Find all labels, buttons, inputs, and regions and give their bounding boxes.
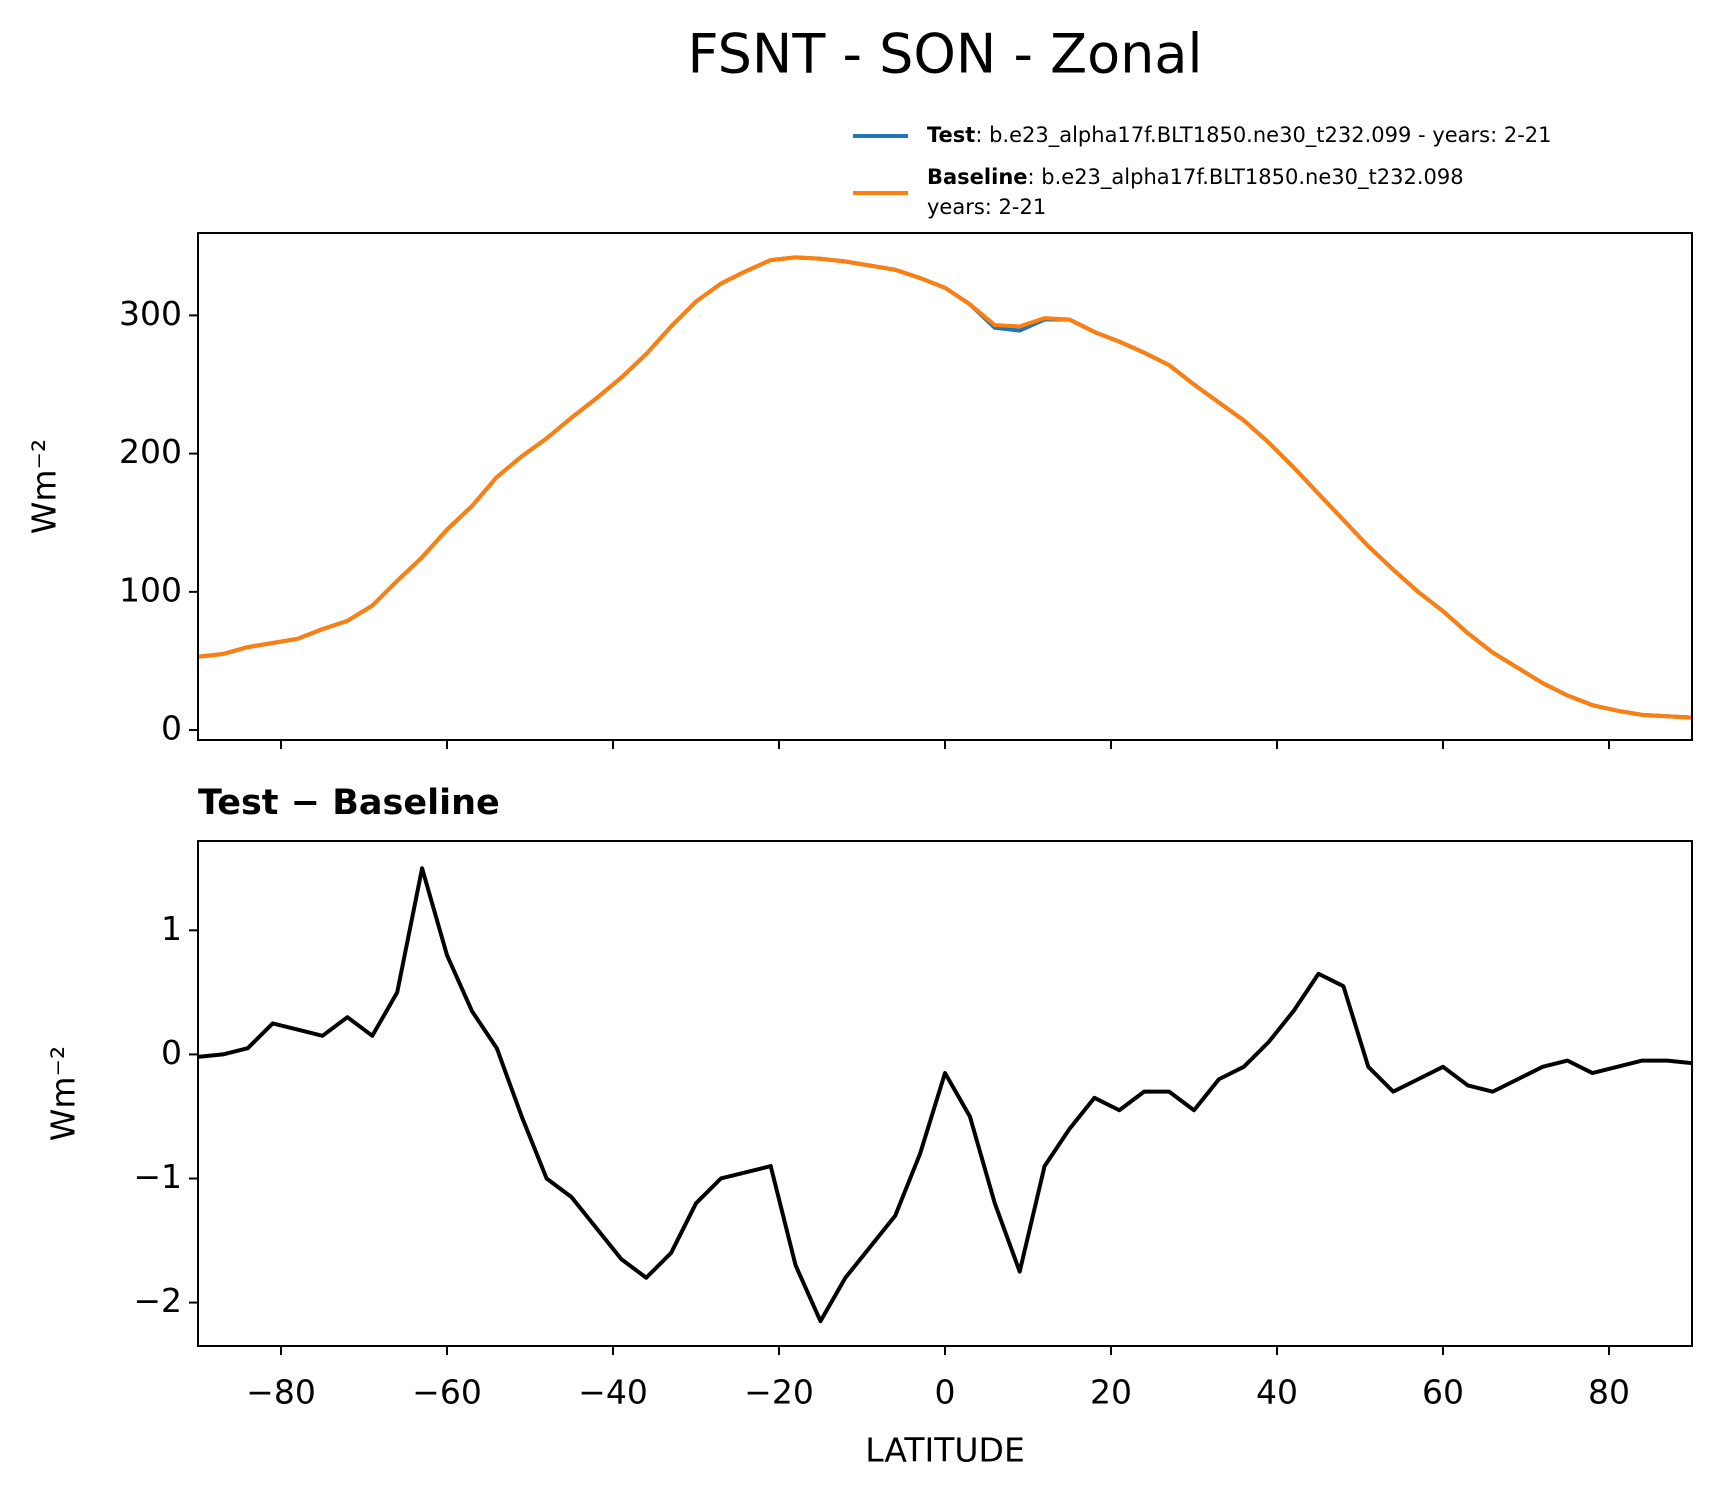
legend-label: Test: b.e23_alpha17f.BLT1850.ne30_t232.0… xyxy=(927,123,1552,148)
legend-text: years: 2-21 xyxy=(927,195,1046,219)
y-tick-label: 200 xyxy=(119,432,182,471)
x-tick-label: 80 xyxy=(1588,1373,1630,1412)
y-tick-label: −1 xyxy=(133,1157,182,1196)
legend-label: Baseline: b.e23_alpha17f.BLT1850.ne30_t2… xyxy=(927,165,1464,190)
axes-frame xyxy=(197,232,1693,741)
y-tick-label: 100 xyxy=(119,570,182,609)
x-axis-label: LATITUDE xyxy=(865,1431,1025,1470)
figure-title: FSNT - SON - Zonal xyxy=(688,23,1203,86)
x-tick-label: 0 xyxy=(935,1373,956,1412)
legend-name: Baseline xyxy=(927,165,1028,189)
x-tick-label: −20 xyxy=(744,1373,814,1412)
y-tick-label: 300 xyxy=(119,294,182,333)
legend-text: : b.e23_alpha17f.BLT1850.ne30_t232.099 -… xyxy=(975,123,1551,148)
y-axis-label: Wm⁻² xyxy=(25,439,64,534)
axes-title: Test − Baseline xyxy=(198,783,500,823)
x-tick-label: −40 xyxy=(578,1373,648,1412)
data-line xyxy=(197,866,1693,1324)
y-tick-label: 0 xyxy=(161,1033,182,1072)
y-tick-label: −2 xyxy=(133,1281,182,1320)
data-line xyxy=(197,255,1693,720)
legend-text: : b.e23_alpha17f.BLT1850.ne30_t232.098 xyxy=(1028,165,1464,190)
y-tick-label: 1 xyxy=(161,909,182,948)
x-tick-label: −60 xyxy=(412,1373,482,1412)
x-tick-label: 20 xyxy=(1090,1373,1132,1412)
axes-frame xyxy=(197,840,1693,1347)
x-tick-label: 40 xyxy=(1256,1373,1298,1412)
legend-name: Test xyxy=(927,123,975,147)
y-axis-label: Wm⁻² xyxy=(44,1046,83,1141)
x-tick-label: 60 xyxy=(1422,1373,1464,1412)
y-tick-label: 0 xyxy=(161,709,182,748)
x-tick-label: −80 xyxy=(246,1373,316,1412)
